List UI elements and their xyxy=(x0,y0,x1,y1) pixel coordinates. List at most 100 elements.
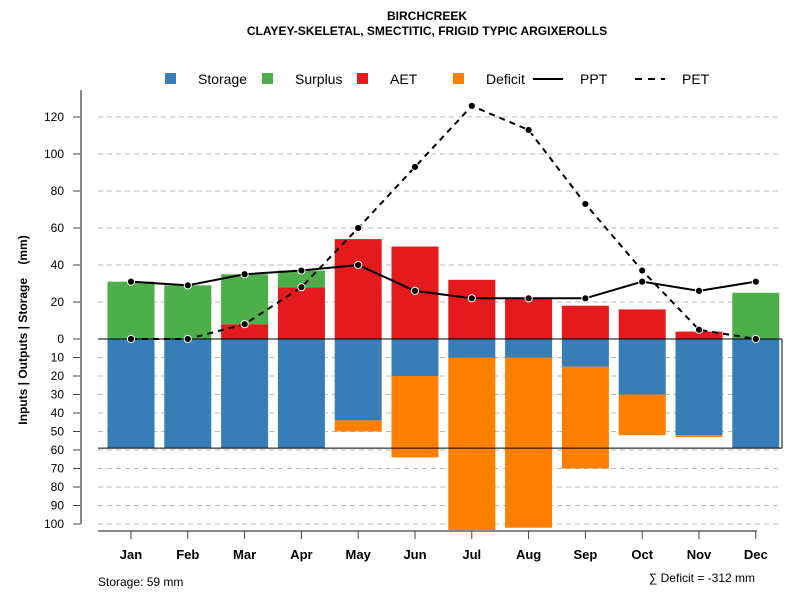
x-tick-label-may: May xyxy=(346,547,372,562)
x-tick-label-mar: Mar xyxy=(233,547,256,562)
pet-point xyxy=(410,162,420,172)
y-tick-label: 0 xyxy=(57,332,64,346)
chart-title: BIRCHCREEK xyxy=(387,9,467,23)
pet-point xyxy=(240,320,249,329)
deficit-bar xyxy=(334,420,382,432)
storage-bar xyxy=(732,339,780,449)
storage-legend-swatch xyxy=(165,73,176,84)
deficit-bar xyxy=(448,357,496,532)
y-tick-label: 40 xyxy=(51,406,65,420)
x-tick-label-nov: Nov xyxy=(687,547,712,562)
x-tick-label-sep: Sep xyxy=(573,547,597,562)
aet-bar xyxy=(561,305,609,339)
surplus-bar xyxy=(164,285,212,339)
deficit-bar xyxy=(618,394,666,436)
ppt-point xyxy=(126,277,136,286)
lines xyxy=(126,101,760,344)
legend: Storage Surplus AET Deficit PPT PET xyxy=(165,71,710,87)
storage-bar xyxy=(277,339,325,449)
pet-point xyxy=(694,325,704,334)
surplus-bar xyxy=(221,274,269,325)
pet-point xyxy=(581,199,590,209)
ppt-point xyxy=(354,260,363,270)
storage-bar xyxy=(164,339,212,449)
y-tick-label: 70 xyxy=(51,462,65,476)
aet-bar xyxy=(277,287,325,339)
deficit-bar xyxy=(675,435,723,438)
ppt-point xyxy=(638,277,647,286)
aet-bar xyxy=(448,279,496,339)
storage-bar xyxy=(334,339,382,421)
y-axis-label: Inputs | Outputs | Storage (mm) xyxy=(16,235,30,424)
storage-bar xyxy=(561,339,609,367)
ppt-point xyxy=(410,286,420,295)
pet-point xyxy=(751,334,760,344)
deficit-bar xyxy=(391,376,439,458)
x-tick-label-jun: Jun xyxy=(403,547,426,562)
y-tick-label: 20 xyxy=(51,369,65,383)
ppt-point xyxy=(297,266,306,275)
x-tick-label-jul: Jul xyxy=(462,547,481,562)
ppt-point xyxy=(524,294,533,303)
aet-bar xyxy=(618,309,666,339)
legend-label-storage: Storage xyxy=(198,71,247,87)
y-tick-label: 10 xyxy=(51,351,65,365)
y-tick-label: 50 xyxy=(51,425,65,439)
aet-bar xyxy=(334,239,382,339)
pet-point xyxy=(354,223,363,233)
pet-point xyxy=(297,283,306,292)
legend-label-surplus: Surplus xyxy=(295,71,342,87)
y-tick-label: 40 xyxy=(51,258,65,272)
aet-bar xyxy=(505,298,553,339)
ppt-point xyxy=(694,286,704,295)
storage-bar xyxy=(448,339,496,358)
y-tick-label: 100 xyxy=(44,517,64,531)
y-tick-label: 60 xyxy=(51,443,65,457)
storage-bar xyxy=(618,339,666,395)
storage-bar xyxy=(675,339,723,436)
surplus-bar xyxy=(107,281,155,339)
axes: 0 20 40 60 80 100 120 10 20 30 40 50 60 70 80 90 100 Jan F… xyxy=(44,90,768,562)
storage-bar xyxy=(221,339,269,449)
deficit-legend-swatch xyxy=(453,73,464,84)
ppt-point xyxy=(240,270,249,279)
legend-label-deficit: Deficit xyxy=(486,71,525,87)
storage-bar xyxy=(107,339,155,449)
surplus-legend-swatch xyxy=(262,73,273,84)
pet-point xyxy=(638,266,647,275)
aet-legend-swatch xyxy=(357,73,368,84)
x-tick-label-feb: Feb xyxy=(176,547,199,562)
y-tick-label: 80 xyxy=(51,184,65,198)
y-tick-label: 20 xyxy=(51,295,65,309)
ppt-point xyxy=(183,281,192,290)
pet-point xyxy=(183,334,192,344)
storage-bar xyxy=(391,339,439,376)
storage-bar xyxy=(505,339,553,358)
legend-label-pet: PET xyxy=(682,71,710,87)
pet-point xyxy=(524,125,533,135)
ppt-point xyxy=(467,294,476,303)
x-tick-label-aug: Aug xyxy=(516,547,541,562)
aet-bar xyxy=(675,331,723,339)
pet-point xyxy=(126,334,136,344)
deficit-sum-annotation: ∑ Deficit = -312 mm xyxy=(649,571,755,585)
ppt-line xyxy=(130,263,756,300)
ppt-point xyxy=(751,277,760,286)
y-tick-label: 60 xyxy=(51,221,65,235)
y-tick-label: 120 xyxy=(44,110,64,124)
x-tick-label-oct: Oct xyxy=(631,547,653,562)
pet-point xyxy=(467,101,476,111)
legend-label-aet: AET xyxy=(390,71,418,87)
storage-annotation: Storage: 59 mm xyxy=(98,575,183,589)
y-tick-label: 80 xyxy=(51,480,65,494)
y-tick-label: 30 xyxy=(51,388,65,402)
ppt-point xyxy=(581,294,590,303)
deficit-bar xyxy=(505,357,553,528)
deficit-bar xyxy=(561,366,609,469)
pet-line xyxy=(131,104,756,340)
surplus-bar xyxy=(732,292,780,339)
y-tick-label: 100 xyxy=(44,147,64,161)
x-tick-label-apr: Apr xyxy=(290,547,312,562)
legend-label-ppt: PPT xyxy=(580,71,608,87)
